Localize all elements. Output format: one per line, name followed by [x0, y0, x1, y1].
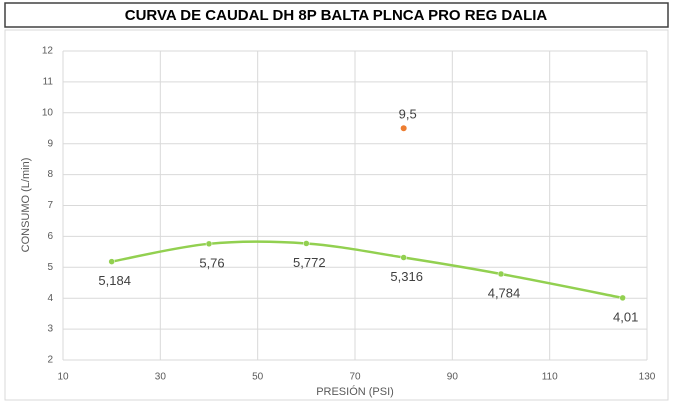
y-tick-label: 9	[47, 138, 53, 149]
x-axis-label: PRESIÓN (PSI)	[316, 385, 394, 398]
y-tick-label: 3	[47, 324, 53, 335]
x-tick-label: 130	[639, 372, 656, 383]
x-tick-label: 50	[252, 372, 264, 383]
y-tick-label: 4	[47, 293, 53, 304]
y-axis-label: CONSUMO (L/min)	[20, 158, 32, 253]
data-label: 5,76	[199, 255, 224, 270]
data-label: 5,184	[98, 273, 131, 288]
y-tick-label: 11	[43, 77, 54, 88]
x-tick-label: 90	[447, 372, 459, 383]
point	[205, 240, 213, 248]
point	[497, 270, 505, 278]
y-tick-label: 5	[47, 262, 53, 273]
title-box	[4, 2, 669, 28]
y-tick-label: 8	[47, 169, 53, 180]
point	[400, 254, 407, 261]
y-tick-label: 2	[47, 355, 53, 366]
y-tick-label: 12	[42, 46, 54, 57]
chart-area	[4, 29, 669, 401]
x-tick-label: 70	[349, 372, 361, 383]
y-tick-label: 7	[47, 200, 53, 211]
trend-line	[111, 240, 623, 300]
point	[303, 240, 310, 247]
chart-title: CURVA DE CAUDAL DH 8P BALTA PLNCA PRO RE…	[125, 7, 548, 24]
data-label: 5,316	[390, 269, 423, 284]
x-tick-label: 30	[155, 372, 167, 383]
data-label: 9,5	[399, 107, 417, 122]
point	[400, 125, 407, 132]
data-label: 5,772	[293, 255, 326, 270]
y-tick-label: 10	[42, 107, 54, 118]
data-label: 4,01	[613, 309, 638, 324]
data-label: 4,784	[488, 285, 521, 300]
x-tick-label: 110	[542, 372, 558, 383]
point	[619, 294, 626, 302]
point	[108, 258, 115, 265]
x-tick-label: 10	[57, 372, 69, 383]
y-tick-label: 6	[47, 231, 53, 242]
